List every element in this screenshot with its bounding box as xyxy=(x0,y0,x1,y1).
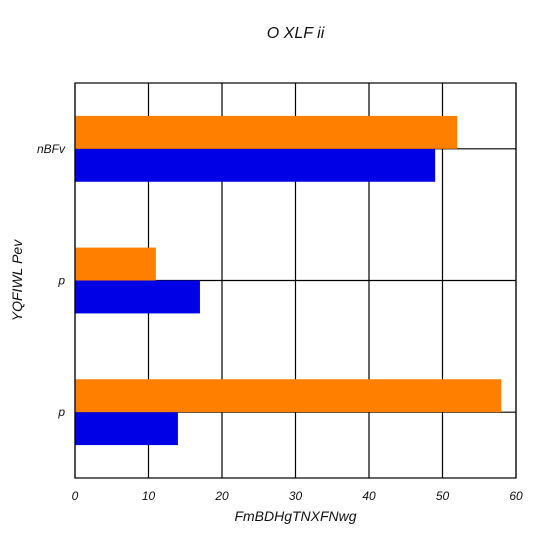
x-tick-label: 10 xyxy=(142,489,156,503)
plot-frame xyxy=(74,82,517,479)
y-tick-label: p xyxy=(57,405,65,419)
x-tick-labels: 0 10 20 30 40 50 60 xyxy=(72,489,523,503)
bar xyxy=(75,247,156,281)
x-tick-label: 0 xyxy=(72,489,79,503)
bar xyxy=(75,280,200,314)
y-tick-labels: p p nBFv xyxy=(37,142,66,419)
x-tick-label: 50 xyxy=(436,489,450,503)
x-axis-label: FmBDHgTNXFNwg xyxy=(234,508,356,524)
bar xyxy=(75,148,436,182)
y-tick-label: p xyxy=(57,274,65,288)
bars xyxy=(75,115,502,446)
bar xyxy=(75,115,458,149)
chart-title: O XLF ii xyxy=(267,25,325,42)
x-tick-label: 60 xyxy=(509,489,523,503)
x-tick-label: 40 xyxy=(362,489,376,503)
y-axis-label: YQFIWL Pev xyxy=(9,239,25,321)
x-tick-label: 30 xyxy=(289,489,303,503)
y-tick-label: nBFv xyxy=(37,142,66,156)
bar xyxy=(75,412,178,446)
x-tick-label: 20 xyxy=(214,489,229,503)
bar xyxy=(75,379,502,413)
